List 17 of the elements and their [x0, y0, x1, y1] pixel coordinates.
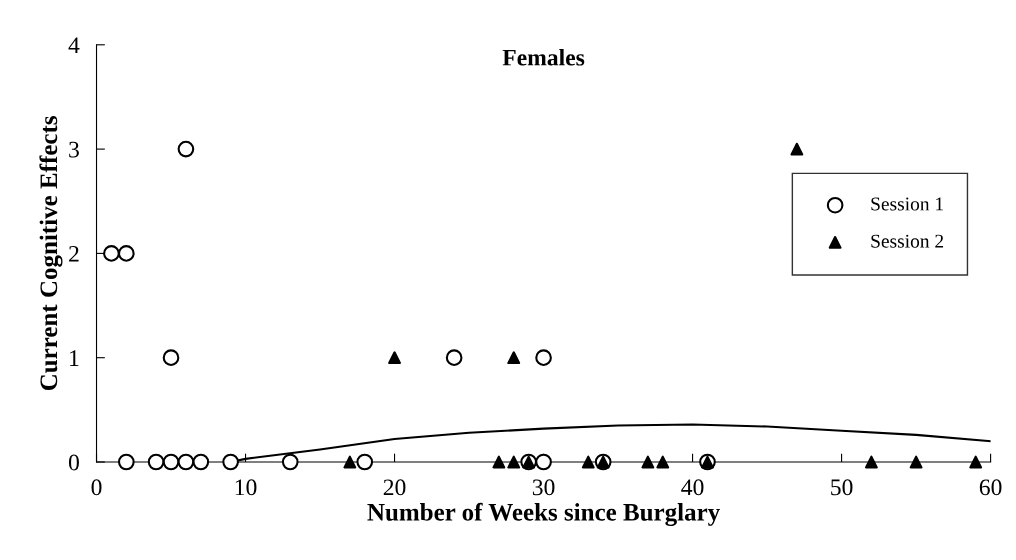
x-tick-label: 50	[831, 479, 853, 496]
chart-title: Females	[502, 48, 585, 66]
y-tick-label: 4	[68, 37, 80, 53]
x-tick-label: 10	[235, 479, 257, 496]
x-tick-label: 60	[979, 479, 1002, 496]
y-tick-label: 3	[69, 141, 79, 158]
x-tick-label: 20	[383, 479, 406, 496]
y-tick-label: 2	[69, 245, 79, 262]
legend-label: Session 1	[871, 197, 943, 211]
x-tick-label: 0	[91, 479, 102, 496]
y-tick-label: 0	[68, 454, 79, 471]
x-axis-title: Number of Weeks since Burglary	[367, 502, 720, 526]
x-tick-label: 30	[532, 479, 555, 496]
y-tick-label: 1	[70, 350, 79, 366]
y-axis-title: Current Cognitive Effects	[39, 116, 63, 391]
legend-label: Session 2	[871, 234, 944, 248]
x-tick-label: 40	[681, 479, 704, 496]
